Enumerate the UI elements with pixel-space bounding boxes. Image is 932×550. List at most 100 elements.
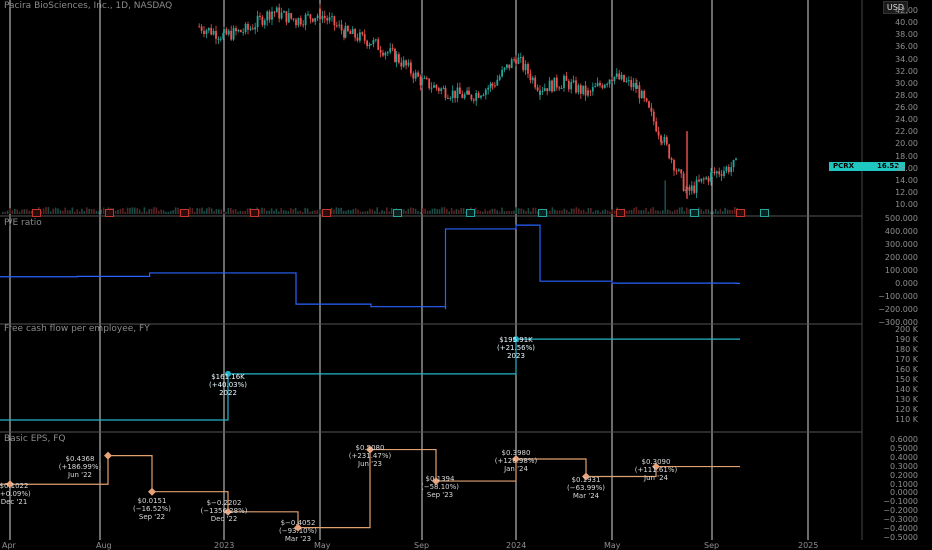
volume-bar <box>494 208 496 214</box>
volume-bar <box>652 207 654 214</box>
eps-annotation: $0.3090 (+111.61%) Jun '24 <box>626 458 686 482</box>
candle-body <box>623 74 625 82</box>
candle-body <box>640 90 643 99</box>
volume-bar <box>513 210 515 214</box>
annotation-line: $0.3980 <box>501 449 531 457</box>
volume-bar <box>573 208 575 214</box>
volume-bar <box>345 210 347 214</box>
earnings-event-marker[interactable] <box>393 209 402 217</box>
volume-bar <box>81 208 83 214</box>
eps-axis-label: −0.2000 <box>883 506 918 516</box>
candle-body <box>482 94 485 96</box>
price-axis-label: 16.00 <box>895 163 918 173</box>
volume-bar <box>18 211 21 214</box>
volume-bar <box>417 211 419 214</box>
candle-body <box>433 85 435 88</box>
earnings-event-marker[interactable] <box>250 209 259 217</box>
earnings-event-marker[interactable] <box>538 209 547 217</box>
volume-bar <box>386 207 388 214</box>
annotation-line: Jun '23 <box>358 460 382 468</box>
volume-bar <box>654 210 657 214</box>
candle-body <box>323 15 326 19</box>
last-price-value: 16.52 <box>877 162 900 170</box>
annotation-line: (−93.10%) <box>278 527 318 535</box>
volume-bar <box>705 209 707 214</box>
candle-body <box>715 171 718 174</box>
candle-body <box>487 87 490 90</box>
volume-bar <box>357 209 359 214</box>
earnings-event-marker[interactable] <box>180 209 189 217</box>
earnings-event-marker[interactable] <box>105 209 114 217</box>
pe-series-path <box>0 224 740 310</box>
earnings-event-marker[interactable] <box>616 209 625 217</box>
candle-body <box>335 25 338 27</box>
earnings-event-marker[interactable] <box>322 209 331 217</box>
candle-body <box>338 24 341 26</box>
candle-body <box>295 19 297 24</box>
candle-body <box>618 73 621 80</box>
candle-body <box>718 171 721 175</box>
volume-bar <box>54 207 57 214</box>
earnings-event-marker[interactable] <box>32 209 41 217</box>
volume-bar <box>141 211 143 214</box>
annotation-line: (+186.99%) <box>58 463 102 471</box>
annotation-line: $161.16K <box>211 373 245 381</box>
annotation-line: (+0.09%) <box>0 490 31 498</box>
volume-bar <box>640 210 642 214</box>
volume-bar <box>647 211 650 214</box>
volume-bar <box>11 210 14 214</box>
earnings-event-marker[interactable] <box>466 209 475 217</box>
currency-button[interactable]: USD <box>882 1 908 14</box>
volume-bar <box>261 207 263 214</box>
candle-body <box>491 83 494 86</box>
price-candles <box>198 3 737 199</box>
volume-bar <box>299 210 302 214</box>
volume-bar <box>311 211 314 214</box>
volume-bar <box>30 210 33 214</box>
candle-body <box>328 17 331 21</box>
candle-body <box>266 11 269 21</box>
price-axis-label: 42.00 <box>895 6 918 15</box>
volume-bar <box>100 209 102 214</box>
candle-body <box>205 30 208 34</box>
volume-bar <box>2 211 4 214</box>
volume-bar <box>436 209 438 214</box>
candle-body <box>379 49 382 53</box>
candle-body <box>579 85 582 94</box>
volume-bar <box>64 207 66 214</box>
volume-bar <box>510 211 513 214</box>
volume-bar <box>172 210 174 214</box>
volume-bar <box>76 209 78 214</box>
eps-axis-label: −0.5000 <box>883 533 918 542</box>
candle-body <box>650 107 653 112</box>
earnings-event-marker[interactable] <box>736 209 745 217</box>
candle-body <box>230 30 233 40</box>
volume-bar <box>21 209 23 214</box>
volume-bar <box>462 208 465 214</box>
volume-bar <box>700 209 702 214</box>
price-axis-label: 24.00 <box>895 115 918 125</box>
volume-bar <box>350 210 352 214</box>
volume-bar <box>275 208 278 214</box>
volume-bar <box>23 209 26 214</box>
eps-point <box>512 454 520 463</box>
volume-bar <box>724 207 726 214</box>
candle-body <box>283 11 285 13</box>
fcf-axis-label: 170 K <box>894 355 918 364</box>
earnings-event-marker[interactable] <box>690 209 699 217</box>
candle-body <box>410 62 412 74</box>
eps-axis-label: 0.5000 <box>890 443 918 453</box>
candle-body <box>596 82 599 87</box>
candle-body <box>299 18 302 25</box>
volume-bar <box>16 209 18 214</box>
candle-body <box>435 85 438 89</box>
volume-bar <box>587 208 590 214</box>
earnings-event-marker[interactable] <box>760 209 769 217</box>
volume-bar <box>580 210 582 214</box>
candle-body <box>428 78 431 89</box>
volume-bar <box>534 207 537 214</box>
candle-body <box>359 32 361 41</box>
volume-bar <box>196 208 198 214</box>
